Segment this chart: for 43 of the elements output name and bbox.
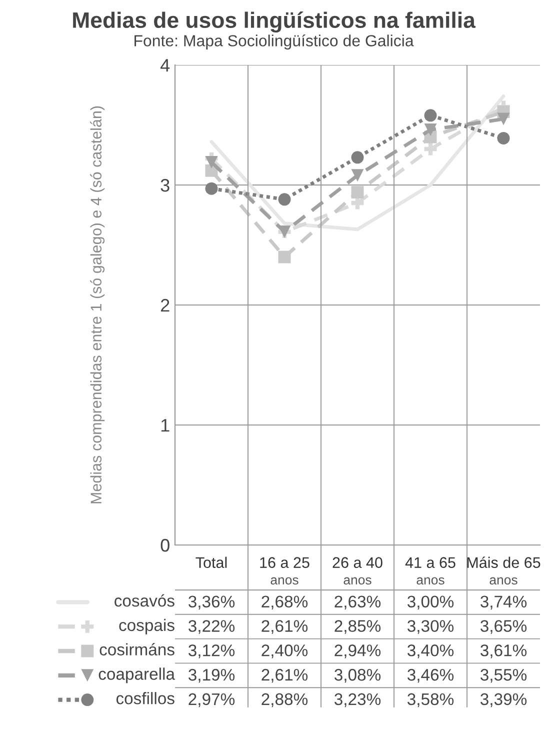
y-axis-title: Medias comprendidas entre 1 (só galego) e 4 (só castelán) <box>90 106 105 504</box>
data-label: 2,61% <box>262 668 308 683</box>
x-tick-label: 26 a 40 anos <box>332 557 382 585</box>
data-label: 2,40% <box>262 644 308 658</box>
data-label: 3,40% <box>408 644 454 658</box>
y-tick-label: 4 <box>160 59 170 72</box>
legend-label: cospais <box>119 618 174 634</box>
data-label: 3,00% <box>408 596 454 610</box>
chart-title: Medias de usos lingüísticos na familia <box>73 11 476 33</box>
data-label: 3,58% <box>408 693 454 708</box>
y-tick-label: 0 <box>160 538 170 552</box>
legend-label: cosirmáns <box>100 643 174 656</box>
data-label: 3,08% <box>334 668 381 683</box>
data-label: 3,22% <box>188 620 235 634</box>
data-label: 3,46% <box>408 668 454 683</box>
data-label: 3,23% <box>334 693 381 708</box>
data-label: 2,85% <box>334 620 381 634</box>
legend-label: cosfillos <box>116 692 174 704</box>
y-tick-label: 3 <box>160 178 170 192</box>
data-label: 3,36% <box>188 596 235 610</box>
data-label: 2,68% <box>262 596 308 610</box>
data-label: 3,19% <box>188 668 235 683</box>
x-tick-label: Total <box>196 556 227 568</box>
data-label: 2,97% <box>188 693 235 708</box>
data-label: 2,63% <box>334 596 381 610</box>
data-label: 3,61% <box>480 644 527 658</box>
data-label: 3,30% <box>408 620 454 634</box>
data-label: 2,61% <box>262 620 308 634</box>
data-label: 2,88% <box>262 693 308 708</box>
data-label: 3,65% <box>480 620 527 634</box>
x-tick-label: 16 a 25 anos <box>260 557 310 585</box>
legend-label: coaparella <box>98 668 176 684</box>
data-label: 3,74% <box>480 596 527 610</box>
y-tick-label: 1 <box>161 419 170 432</box>
data-label: 3,55% <box>480 668 527 683</box>
data-label: 3,12% <box>188 644 235 658</box>
chart-subtitle: Fonte: Mapa Sociolingüístico de Galicia <box>134 34 414 50</box>
x-tick-label: Máis de 65 anos <box>467 556 540 585</box>
data-label: 3,39% <box>480 693 527 708</box>
x-tick-label: 41 a 65 anos <box>405 557 456 585</box>
data-label: 2,94% <box>334 644 381 658</box>
legend-label: cosavós <box>114 594 174 607</box>
y-tick-label: 2 <box>161 298 170 312</box>
